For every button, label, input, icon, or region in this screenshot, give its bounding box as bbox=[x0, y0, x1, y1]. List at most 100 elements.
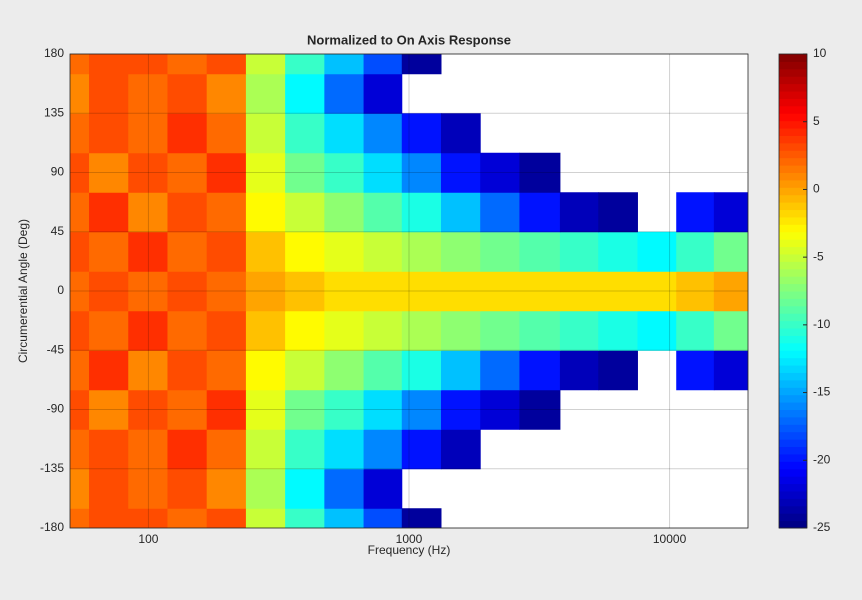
colorbar-swatch bbox=[779, 128, 807, 136]
heatmap-cell bbox=[128, 152, 168, 193]
colorbar-swatch bbox=[779, 224, 807, 233]
colorbar-swatch bbox=[779, 505, 807, 514]
heatmap-cell bbox=[70, 152, 90, 193]
heatmap-cell bbox=[89, 113, 129, 154]
colorbar-swatch bbox=[779, 187, 807, 196]
heatmap-cell bbox=[167, 271, 208, 312]
heatmap-cell bbox=[713, 271, 748, 312]
colorbar-swatch bbox=[779, 357, 807, 366]
heatmap-cell bbox=[480, 192, 520, 233]
heatmap-cell bbox=[440, 389, 481, 430]
colorbar-swatch bbox=[779, 431, 807, 440]
heatmap-cell bbox=[363, 152, 403, 193]
heatmap-cell bbox=[285, 310, 325, 351]
heatmap-cell bbox=[285, 271, 325, 312]
y-tick-label: -45 bbox=[47, 342, 65, 356]
heatmap-cell bbox=[363, 271, 403, 312]
heatmap-cell bbox=[440, 429, 481, 470]
y-tick-label: 90 bbox=[51, 165, 65, 179]
heatmap-cell bbox=[363, 468, 403, 509]
colorbar-swatch bbox=[779, 335, 807, 344]
y-tick-label: -135 bbox=[40, 461, 64, 475]
heatmap-cell bbox=[128, 468, 168, 509]
heatmap-cell bbox=[89, 152, 129, 193]
heatmap-cell bbox=[89, 389, 129, 430]
heatmap-cell bbox=[167, 54, 208, 75]
heatmap-cell bbox=[401, 152, 442, 193]
plot-frame bbox=[69, 53, 749, 529]
heatmap-cell bbox=[245, 429, 286, 470]
colorbar-tick-label: -25 bbox=[813, 520, 831, 534]
heatmap-cell bbox=[363, 429, 403, 470]
heatmap-cell bbox=[440, 113, 481, 154]
colorbar-swatch bbox=[779, 91, 807, 99]
heatmap-cell bbox=[167, 231, 208, 272]
heatmap-cell bbox=[285, 54, 325, 75]
heatmap-cell bbox=[363, 231, 403, 272]
heatmap-cell bbox=[440, 192, 481, 233]
colorbar-swatch bbox=[779, 276, 807, 285]
heatmap-cell bbox=[89, 350, 129, 391]
colorbar-swatch bbox=[779, 113, 807, 122]
y-tick-label: 180 bbox=[44, 46, 64, 60]
heatmap-cell bbox=[713, 231, 748, 272]
colorbar-swatch bbox=[779, 268, 807, 277]
heatmap-cell bbox=[167, 73, 208, 114]
heatmap-cell bbox=[70, 468, 90, 509]
heatmap-cell bbox=[440, 271, 481, 312]
colorbar-tick-label: 0 bbox=[813, 182, 820, 196]
heatmap-cell bbox=[206, 152, 247, 193]
heatmap-cell bbox=[206, 429, 247, 470]
colorbar-swatch bbox=[779, 520, 807, 529]
colorbar-swatch bbox=[779, 120, 807, 129]
colorbar-swatch bbox=[779, 261, 807, 270]
colorbar-swatch bbox=[779, 142, 807, 151]
heatmap-cell bbox=[480, 389, 520, 430]
colorbar-swatch bbox=[779, 61, 807, 70]
colorbar-tick-label: 10 bbox=[813, 46, 827, 60]
heatmap-cell bbox=[519, 231, 561, 272]
heatmap-cell bbox=[89, 429, 129, 470]
colorbar-swatch bbox=[779, 365, 807, 373]
colorbar-swatch bbox=[779, 172, 807, 181]
heatmap-cell bbox=[206, 113, 247, 154]
heatmap-cell bbox=[401, 310, 442, 351]
heatmap-cell bbox=[324, 310, 365, 351]
x-tick-label: 100 bbox=[138, 532, 158, 546]
heatmap-cell bbox=[324, 113, 365, 154]
colorbar-swatch bbox=[779, 202, 807, 211]
heatmap-cell bbox=[128, 54, 168, 75]
heatmap-cell bbox=[676, 231, 715, 272]
colorbar-swatch bbox=[779, 165, 807, 173]
heatmap-cell bbox=[245, 73, 286, 114]
heatmap-cell bbox=[89, 271, 129, 312]
colorbar-swatch bbox=[779, 342, 807, 351]
heatmap-cell bbox=[519, 350, 561, 391]
colorbar-swatch bbox=[779, 216, 807, 225]
heatmap-cell bbox=[637, 271, 677, 312]
heatmap-cell bbox=[637, 231, 677, 272]
heatmap-cell bbox=[167, 429, 208, 470]
heatmap-cell bbox=[324, 350, 365, 391]
heatmap-cell bbox=[245, 389, 286, 430]
heatmap-cell bbox=[324, 192, 365, 233]
heatmap-cell bbox=[70, 389, 90, 430]
heatmap-cell bbox=[206, 508, 247, 528]
heatmap-cell bbox=[285, 113, 325, 154]
heatmap-cell bbox=[324, 389, 365, 430]
heatmap-cell bbox=[70, 192, 90, 233]
heatmap-cell bbox=[559, 271, 599, 312]
heatmap-cell bbox=[713, 350, 748, 391]
colorbar-swatch bbox=[779, 305, 807, 314]
heatmap-cell bbox=[480, 350, 520, 391]
heatmap-cell bbox=[480, 231, 520, 272]
heatmap-cell bbox=[128, 508, 168, 528]
colorbar-tick-label: -10 bbox=[813, 317, 831, 331]
colorbar-swatch bbox=[779, 498, 807, 507]
heatmap-cell bbox=[89, 508, 129, 528]
heatmap-cell bbox=[128, 350, 168, 391]
heatmap-cell bbox=[401, 271, 442, 312]
heatmap-cell bbox=[519, 389, 561, 430]
heatmap-cell bbox=[167, 350, 208, 391]
